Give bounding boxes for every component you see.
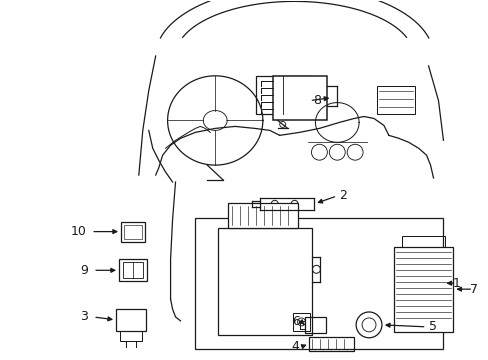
Bar <box>393 247 452 332</box>
Text: 10: 10 <box>70 225 86 238</box>
Bar <box>304 317 325 333</box>
Text: 1: 1 <box>451 277 459 290</box>
Text: 5: 5 <box>427 320 436 333</box>
Bar <box>119 260 146 281</box>
Text: 9: 9 <box>80 264 88 277</box>
Bar <box>401 235 445 247</box>
Bar <box>122 262 142 278</box>
Text: 3: 3 <box>80 310 88 323</box>
Bar <box>376 86 414 113</box>
Bar <box>116 309 145 331</box>
Bar <box>255 76 310 113</box>
Text: 7: 7 <box>469 283 477 296</box>
Text: 2: 2 <box>339 189 346 202</box>
Bar <box>120 331 142 341</box>
Bar <box>123 225 142 239</box>
Bar <box>218 228 312 335</box>
Text: 8: 8 <box>313 94 321 107</box>
Bar <box>292 313 310 331</box>
Bar <box>121 222 144 242</box>
Bar <box>228 203 297 228</box>
Bar <box>272 76 326 121</box>
Text: 4: 4 <box>291 340 299 353</box>
Bar <box>195 218 443 349</box>
Text: 6: 6 <box>291 315 299 328</box>
